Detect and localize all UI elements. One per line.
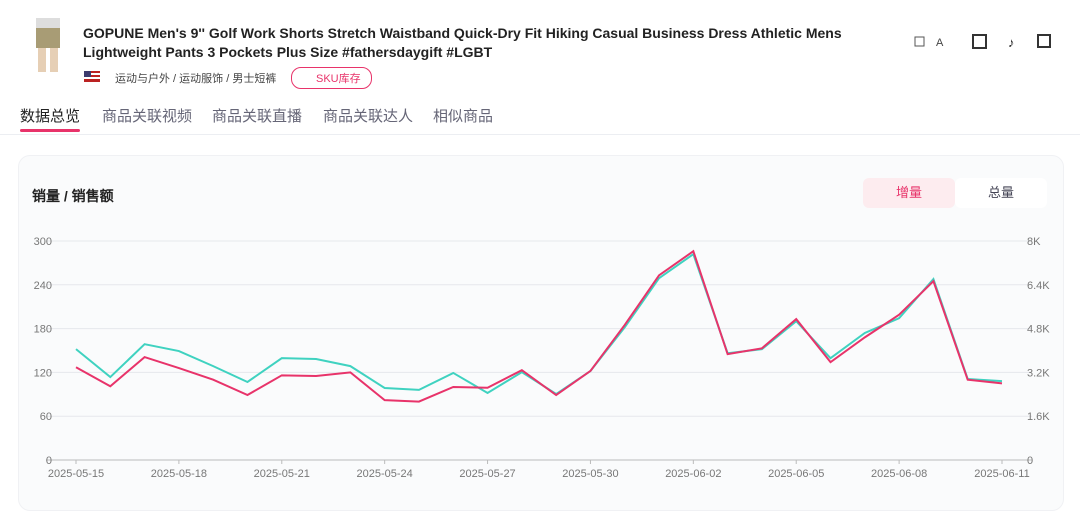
y2-tick-label: 6.4K [1027,280,1050,292]
x-tick-label: 2025-05-30 [562,468,618,480]
product-title: GOPUNE Men's 9'' Golf Work Shorts Stretc… [83,25,842,60]
tab[interactable]: 相似商品 [433,108,494,125]
chart-card [18,155,1064,511]
divider [0,134,1080,135]
x-tick-label: 2025-05-18 [151,468,207,480]
svg-text:♪: ♪ [1008,35,1015,50]
x-tick-label: 2025-05-24 [357,468,413,480]
y2-tick-label: 8K [1027,236,1041,248]
x-tick-label: 2025-05-27 [459,468,515,480]
y2-tick-label: 1.6K [1027,411,1050,423]
tab[interactable]: 商品关联达人 [323,108,414,125]
y2-tick-label: 4.8K [1027,324,1050,336]
tab[interactable]: 商品关联直播 [212,108,303,125]
flag-icon [84,71,100,82]
y2-tick-label: 3.2K [1027,367,1050,379]
tab-underline [20,129,80,132]
toggle-button[interactable]: 总量 [955,178,1047,208]
series-line [75,252,1003,396]
svg-text:A: A [936,37,944,49]
y-tick-label: 180 [34,324,52,336]
x-tick-label: 2025-06-05 [768,468,824,480]
tab[interactable]: 商品关联视频 [102,108,193,125]
y2-tick-label: 0 [1027,455,1033,467]
x-tick-label: 2025-06-08 [871,468,927,480]
tab[interactable]: 数据总览 [20,108,81,125]
action-icons[interactable]: A ♪ [912,32,1062,52]
series-line [75,249,1003,403]
y-tick-label: 60 [40,411,52,423]
x-tick-label: 2025-05-15 [48,468,104,480]
y-tick-label: 240 [34,280,52,292]
category-path[interactable]: 运动与户外 / 运动服饰 / 男士短裤 [115,73,277,85]
sku-badge[interactable]: SKU库存 [291,67,372,89]
toggle-button[interactable]: 增量 [863,178,955,208]
chart-title: 销量 / 销售额 [32,188,114,204]
product-image [36,18,60,72]
x-tick-label: 2025-06-02 [665,468,721,480]
y-tick-label: 120 [34,367,52,379]
y-tick-label: 0 [46,455,52,467]
y-tick-label: 300 [34,236,52,248]
x-tick-label: 2025-05-21 [254,468,310,480]
x-tick-label: 2025-06-11 [974,468,1029,480]
